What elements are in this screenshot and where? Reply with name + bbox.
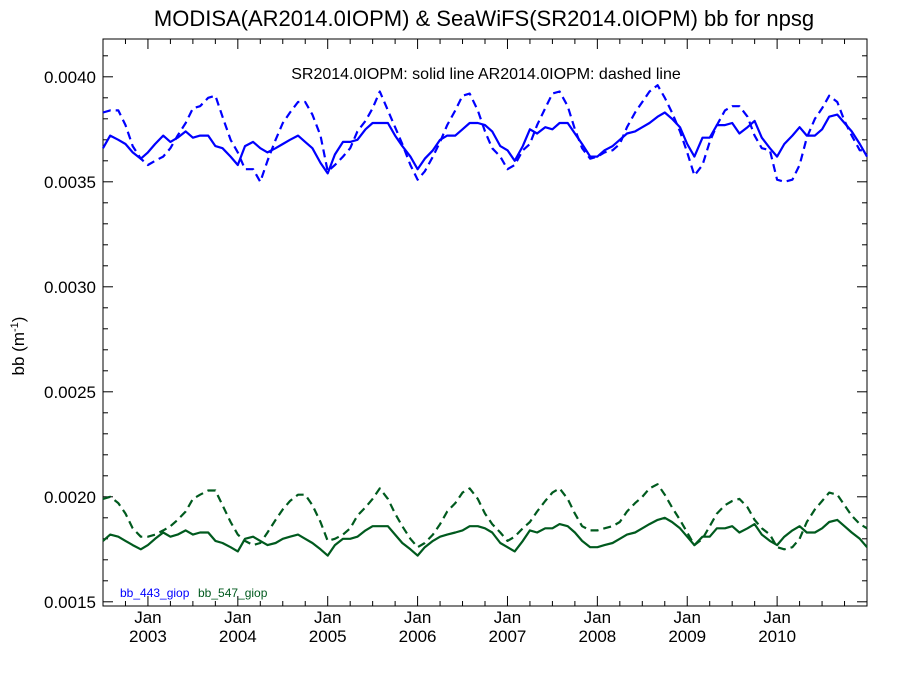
x-tick-year-label: 2006 bbox=[399, 627, 437, 646]
y-tick-label: 0.0035 bbox=[44, 173, 96, 192]
legend: bb_443_giop bb_547_giop bbox=[120, 586, 268, 600]
x-tick-year-label: 2010 bbox=[758, 627, 796, 646]
y-axis-label: bb (m-1) bbox=[9, 317, 28, 376]
y-tick-label: 0.0025 bbox=[44, 383, 96, 402]
line-style-note: SR2014.0IOPM: solid line AR2014.0IOPM: d… bbox=[291, 66, 681, 83]
x-tick-month-label: Jan bbox=[224, 608, 251, 627]
series-line-bb-547-giop-solid bbox=[102, 516, 868, 557]
x-tick-year-label: 2005 bbox=[309, 627, 347, 646]
y-tick-label: 0.0015 bbox=[44, 593, 96, 612]
legend-entry-bb-547: bb_547_giop bbox=[198, 586, 268, 600]
x-tick-month-label: Jan bbox=[314, 608, 341, 627]
x-tick-year-label: 2008 bbox=[578, 627, 616, 646]
x-tick-month-label: Jan bbox=[494, 608, 521, 627]
plot-area: 0.00150.00200.00250.00300.00350.0040Jan2… bbox=[44, 38, 868, 646]
x-tick-month-label: Jan bbox=[674, 608, 701, 627]
x-tick-month-label: Jan bbox=[763, 608, 790, 627]
x-tick-month-label: Jan bbox=[584, 608, 611, 627]
chart-title: MODISA(AR2014.0IOPM) & SeaWiFS(SR2014.0I… bbox=[154, 6, 814, 31]
x-tick-year-label: 2003 bbox=[129, 627, 167, 646]
x-tick-year-label: 2009 bbox=[668, 627, 706, 646]
y-tick-label: 0.0030 bbox=[44, 278, 96, 297]
series-line-bb-547-giop-dashed bbox=[102, 483, 868, 551]
series-line-bb-443-giop-dashed bbox=[102, 84, 867, 183]
x-tick-month-label: Jan bbox=[134, 608, 161, 627]
legend-entry-bb-443: bb_443_giop bbox=[120, 586, 190, 600]
y-tick-label: 0.0020 bbox=[44, 488, 96, 507]
series-line-bb-443-giop-solid bbox=[102, 111, 868, 175]
y-tick-label: 0.0040 bbox=[44, 68, 96, 87]
x-tick-year-label: 2004 bbox=[219, 627, 257, 646]
x-tick-year-label: 2007 bbox=[489, 627, 527, 646]
x-tick-month-label: Jan bbox=[404, 608, 431, 627]
